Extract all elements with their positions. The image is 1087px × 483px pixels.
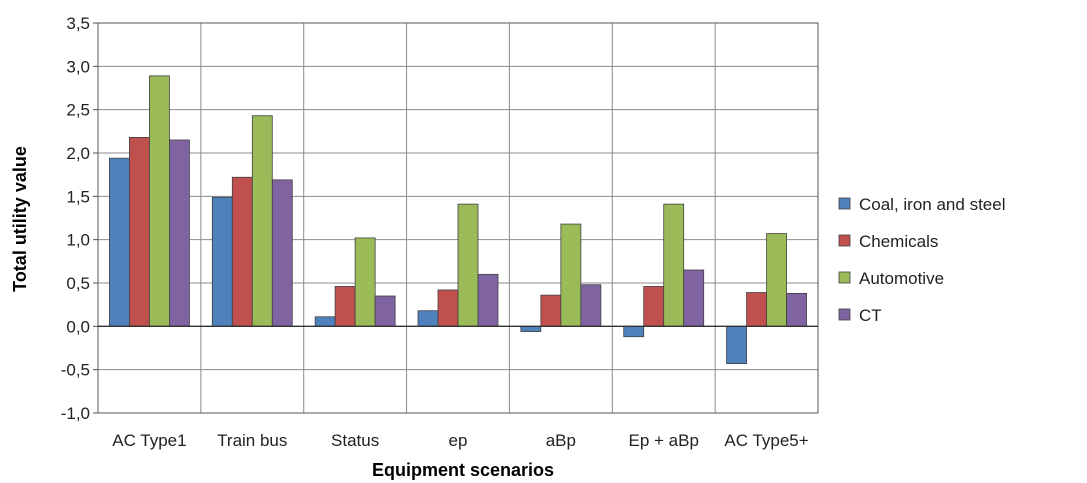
y-tick-label: -1,0 [61, 404, 90, 423]
bar [437, 289, 459, 327]
legend-label: CT [859, 306, 882, 325]
y-tick-label: 2,5 [66, 101, 90, 120]
bars-layer [109, 75, 807, 365]
bar [663, 203, 685, 327]
bar [520, 325, 542, 332]
x-tick-label: Ep + aBp [629, 431, 699, 450]
bar [211, 196, 233, 327]
bar [169, 139, 190, 327]
bar [766, 233, 787, 327]
bar [786, 292, 807, 327]
legend-swatch [838, 234, 851, 247]
legend: Coal, iron and steel Chemicals Automotive C… [838, 195, 1005, 325]
y-tick-label: 0,0 [66, 317, 90, 336]
axis-layer: -1,0 -0,5 0,0 0,5 1,0 1,5 2,0 2,5 3,0 3,5 AC Type1… [61, 14, 819, 450]
bar [683, 269, 705, 327]
x-tick-label: Train bus [217, 431, 287, 450]
x-tick-label: ep [449, 431, 468, 450]
y-tick-label: 0,5 [66, 274, 90, 293]
bar [477, 273, 499, 327]
x-tick-label: Status [331, 431, 379, 450]
y-tick-label: 1,0 [66, 231, 90, 250]
y-tick-label: 2,0 [66, 144, 90, 163]
legend-swatch [838, 271, 851, 284]
x-tick-label: AC Type1 [112, 431, 186, 450]
y-tick-label: 3,0 [66, 57, 90, 76]
y-tick-label: -0,5 [61, 361, 90, 380]
legend-label: Coal, iron and steel [859, 195, 1005, 214]
y-tick-label: 1,5 [66, 187, 90, 206]
bar [334, 286, 356, 327]
bar [540, 294, 562, 327]
x-tick-label: aBp [546, 431, 576, 450]
bar [149, 75, 170, 327]
legend-swatch [838, 308, 851, 321]
bar [109, 157, 130, 327]
bar [314, 316, 336, 327]
y-tick-label: 3,5 [66, 14, 90, 33]
plot-frame [97, 22, 819, 414]
bar [417, 310, 439, 327]
bar [251, 115, 273, 327]
bar [231, 176, 253, 327]
bar [580, 284, 602, 327]
bar [374, 295, 396, 327]
bar [271, 179, 293, 327]
bar [643, 286, 665, 327]
legend-label: Chemicals [859, 232, 938, 251]
bar [623, 325, 645, 338]
bar [457, 203, 479, 327]
legend-label: Automotive [859, 269, 944, 288]
bar [746, 292, 767, 327]
legend-swatch [838, 197, 851, 210]
x-axis-title: Equipment scenarios [372, 460, 554, 480]
bar [129, 136, 150, 327]
y-axis-title: Total utility value [10, 146, 30, 292]
bar [560, 223, 582, 327]
bar [726, 325, 747, 365]
bar [354, 237, 376, 327]
x-tick-label: AC Type5+ [724, 431, 808, 450]
